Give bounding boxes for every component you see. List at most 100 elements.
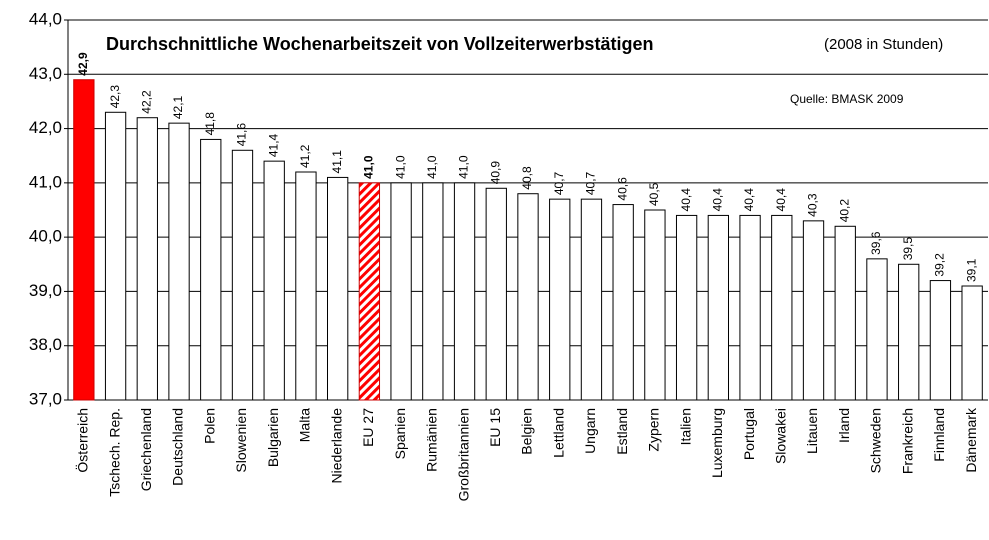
bar (961, 285, 983, 401)
x-tick-label: Litauen (804, 408, 820, 454)
value-label: 40,2 (837, 199, 851, 223)
x-tick-label: Irland (836, 408, 852, 443)
chart-subtitle: (2008 in Stunden) (824, 36, 943, 53)
value-label: 40,7 (584, 171, 598, 195)
y-tick-label: 40,0 (29, 227, 62, 246)
bar (104, 111, 127, 401)
bar (834, 225, 856, 401)
x-tick-label: Portugal (741, 408, 757, 460)
value-label: 39,2 (933, 253, 947, 277)
value-label: 39,6 (869, 231, 883, 255)
value-label: 39,1 (964, 258, 978, 282)
x-tick-label: Österreich (74, 408, 91, 473)
x-tick-label: Malta (297, 408, 313, 442)
bar (549, 198, 571, 401)
bar (422, 182, 444, 401)
y-tick-label: 37,0 (29, 389, 62, 408)
x-tick-label: Slowenien (233, 408, 249, 473)
annotation: Quelle: BMASK 2009 (790, 92, 904, 106)
value-label: 40,4 (679, 188, 693, 212)
value-label: 41,0 (393, 155, 407, 179)
value-label: 41,2 (298, 144, 312, 168)
x-tick-label: Spanien (392, 408, 408, 459)
x-tick-label: Zypern (646, 408, 662, 452)
x-tick-label: Bulgarien (265, 408, 281, 467)
x-tick-label: Schweden (868, 408, 884, 473)
y-tick-label: 43,0 (29, 64, 62, 83)
x-tick-label: Tschech. Rep. (106, 408, 122, 497)
bars (73, 79, 983, 401)
x-tick-label: Finnland (931, 408, 947, 462)
x-tick-label: Großbritannien (455, 408, 471, 501)
value-label: 40,8 (520, 166, 534, 190)
x-tick-label: Luxemburg (709, 408, 725, 478)
x-tick-label: Griechenland (138, 408, 154, 491)
value-label: 41,6 (235, 123, 249, 147)
bar (390, 182, 412, 401)
bar (517, 193, 539, 401)
value-label: 41,8 (203, 112, 217, 136)
bar (485, 187, 507, 401)
x-tick-label: Dänemark (963, 407, 979, 473)
bar (644, 209, 666, 401)
y-tick-label: 38,0 (29, 335, 62, 354)
x-tick-label: Estland (614, 408, 630, 455)
x-tick-label: EU 27 (360, 408, 376, 447)
bar (327, 176, 349, 401)
value-label: 41,0 (457, 155, 471, 179)
value-label: 40,6 (615, 177, 629, 201)
value-label: 39,5 (901, 237, 915, 261)
value-label: 41,0 (362, 155, 376, 179)
bar (73, 79, 95, 401)
x-tick-label: Italien (677, 408, 693, 445)
x-tick-label: EU 15 (487, 408, 503, 447)
x-tick-label: Lettland (550, 408, 566, 458)
bar (231, 149, 254, 401)
x-tick-label: Frankreich (899, 408, 915, 474)
value-label: 42,2 (139, 90, 153, 114)
bar (136, 117, 158, 401)
bar (675, 214, 698, 401)
x-tick-label: Rumänien (424, 408, 440, 472)
bar (263, 160, 285, 401)
x-tick-label: Belgien (519, 408, 535, 455)
bar (453, 182, 476, 401)
bar (739, 214, 761, 401)
y-tick-label: 44,0 (29, 9, 62, 28)
value-label: 40,7 (552, 171, 566, 195)
bar (612, 204, 634, 401)
value-label: 40,4 (774, 188, 788, 212)
bar (168, 122, 190, 401)
bar (358, 182, 381, 401)
x-tick-label: Slowakei (772, 408, 788, 464)
bar (580, 198, 603, 401)
x-tick-label: Deutschland (170, 408, 186, 486)
bar (707, 214, 729, 401)
value-label: 40,4 (742, 188, 756, 212)
value-label: 41,1 (330, 150, 344, 174)
value-label: 41,4 (266, 133, 280, 157)
bar (295, 171, 317, 401)
y-tick-label: 42,0 (29, 118, 62, 137)
value-label: 40,5 (647, 182, 661, 206)
x-tick-label: Polen (201, 408, 217, 444)
value-label: 41,0 (425, 155, 439, 179)
bar (898, 263, 920, 401)
value-label: 40,3 (806, 193, 820, 217)
value-label: 42,1 (171, 95, 185, 119)
bar (802, 220, 825, 401)
bar (771, 214, 793, 401)
value-label: 40,9 (488, 161, 502, 185)
bar (200, 138, 222, 401)
x-tick-label: Ungarn (582, 408, 598, 454)
y-tick-label: 41,0 (29, 172, 62, 191)
x-tick-label: Niederlande (328, 408, 344, 484)
value-label: 42,9 (76, 52, 90, 76)
bar (929, 280, 952, 401)
value-label: 42,3 (108, 85, 122, 109)
y-tick-label: 39,0 (29, 281, 62, 300)
chart-title: Durchschnittliche Wochenarbeitszeit von … (106, 34, 653, 54)
bar (866, 258, 888, 401)
value-label: 40,4 (711, 188, 725, 212)
